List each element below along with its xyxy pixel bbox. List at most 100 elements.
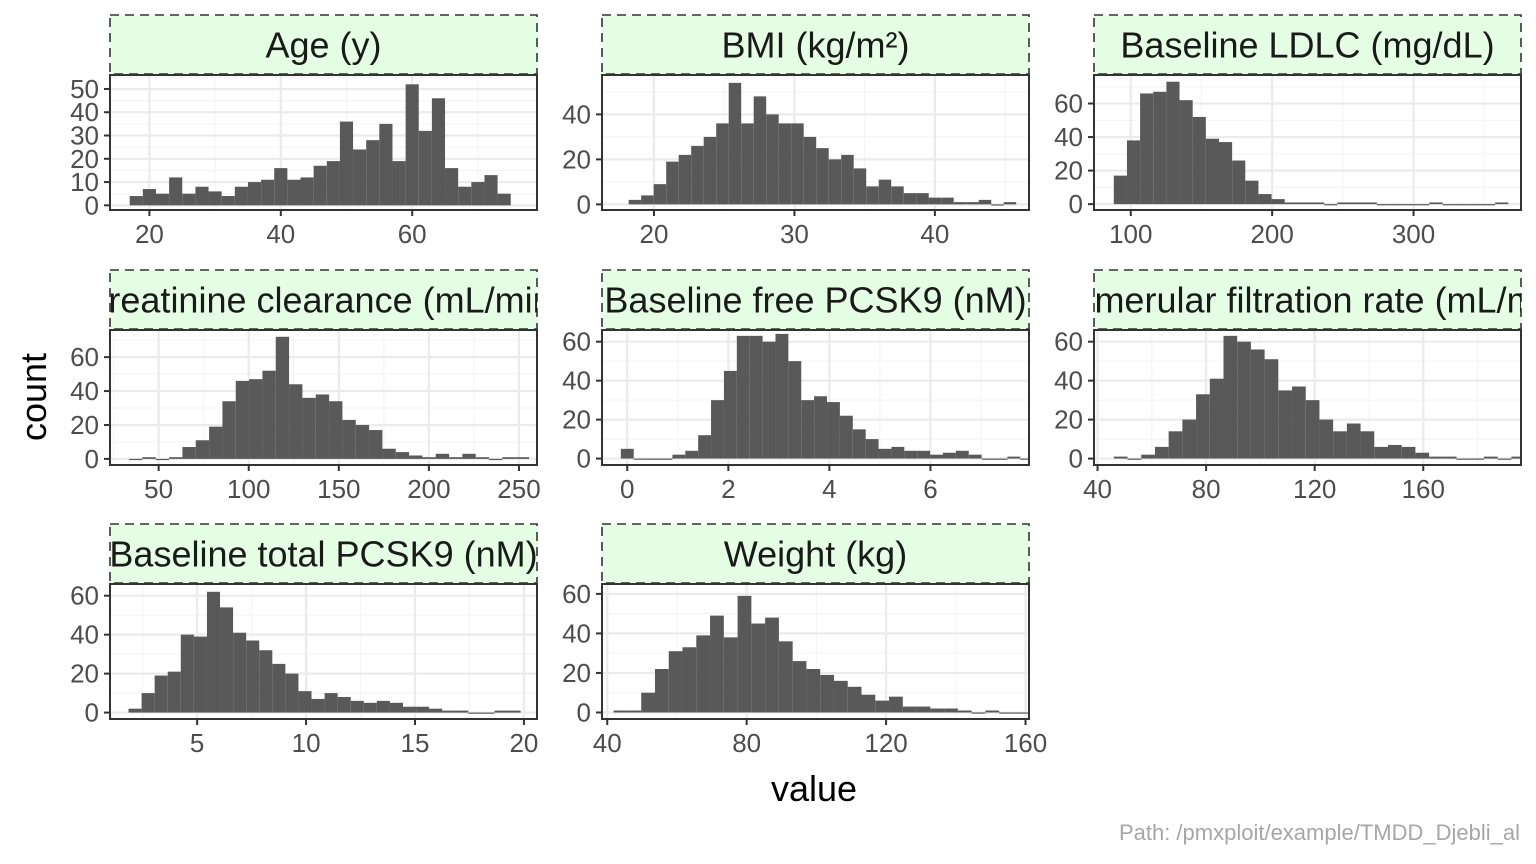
histogram-bar	[678, 154, 692, 205]
histogram-bar	[878, 179, 892, 205]
histogram-bar	[1003, 202, 1017, 205]
histogram-bar	[1168, 431, 1183, 459]
facet-panel-creatinine-clearance-ml-min: Creatinine clearance (mL/min)50 100 150 200…	[70, 269, 541, 504]
histogram-bar	[930, 708, 945, 713]
x-tick-label: 40	[266, 219, 295, 249]
histogram-bar	[221, 196, 235, 206]
histogram-bar	[751, 623, 766, 713]
x-tick-label: 150	[317, 474, 360, 504]
x-tick-label: 15	[401, 728, 430, 758]
y-tick-label: 0	[85, 444, 99, 474]
histogram-bar	[1140, 93, 1154, 205]
histogram-bar	[1126, 140, 1141, 205]
histogram-bar	[1470, 458, 1484, 460]
histogram-bar	[128, 708, 142, 713]
y-tick-label: 40	[562, 366, 591, 396]
histogram-bar	[853, 168, 867, 205]
histogram-bar	[1192, 116, 1206, 205]
histogram-bar	[736, 335, 750, 459]
histogram-bar	[262, 370, 276, 459]
histogram-bar	[891, 446, 905, 459]
histogram-bar	[941, 197, 954, 205]
histogram-bar	[455, 710, 469, 713]
facet-title: BMI (kg/m²)	[722, 25, 910, 66]
histogram-bar	[816, 148, 829, 205]
histogram-bar	[814, 396, 828, 459]
histogram-bar	[930, 454, 943, 459]
histogram-bar	[928, 197, 942, 205]
histogram-bar	[641, 692, 655, 713]
histogram-bar	[169, 177, 183, 206]
histogram-bar	[1350, 202, 1364, 205]
histogram-bar	[234, 186, 248, 206]
histogram-bar	[766, 114, 779, 205]
histogram-bar	[1153, 91, 1167, 205]
histogram-bar	[955, 450, 969, 459]
y-tick-label: 40	[70, 97, 99, 127]
histogram-bar	[966, 202, 979, 205]
histogram-bar	[195, 440, 210, 459]
histogram-bar	[195, 186, 209, 206]
histogram-bar	[1483, 456, 1498, 459]
x-tick-label: 4	[822, 474, 836, 504]
histogram-bar	[376, 700, 390, 713]
histogram-bar	[1468, 204, 1482, 206]
histogram-bars	[129, 84, 511, 206]
histogram-bar	[628, 199, 642, 205]
facet-strip	[109, 269, 538, 330]
histogram-bar	[903, 193, 917, 205]
histogram-bar	[917, 450, 931, 459]
histogram-bar	[659, 458, 673, 460]
histogram-bar	[682, 647, 697, 713]
histogram-bar	[405, 84, 419, 206]
facet-strip	[109, 14, 538, 75]
histogram-bar	[497, 193, 511, 206]
x-tick-label: 60	[398, 219, 427, 249]
histogram-bar	[1297, 202, 1312, 205]
histogram-bar	[646, 458, 660, 460]
histogram-bar	[475, 457, 490, 459]
histogram-bar	[449, 457, 463, 459]
histogram-bar	[311, 698, 325, 713]
panel-border	[109, 329, 538, 466]
histogram-bar	[302, 397, 316, 459]
facet-panel-baseline-total-pcsk9-nm: Baseline total PCSK9 (nM) 5 10 15 20 0 20 40 60	[70, 523, 538, 758]
facet-strip	[601, 269, 1030, 330]
histogram-bar	[1223, 335, 1238, 459]
histogram-bar	[1319, 419, 1334, 459]
histogram-bar	[691, 145, 704, 205]
histogram-bar	[249, 379, 263, 459]
x-tick-label: 300	[1392, 219, 1435, 249]
histogram-bar	[833, 680, 848, 713]
histogram-bar	[154, 675, 168, 713]
x-tick-label: 50	[144, 474, 173, 504]
histogram-bar	[801, 400, 815, 459]
histogram-bars	[128, 591, 521, 714]
histogram-bar	[209, 426, 223, 459]
histogram-bar	[994, 458, 1008, 460]
histogram-bar	[129, 458, 143, 461]
histogram-bar	[1389, 204, 1404, 206]
histogram-bar	[193, 636, 207, 713]
histogram-bar	[389, 702, 404, 713]
histogram-bar	[1209, 378, 1224, 459]
histogram-bar	[261, 179, 275, 206]
facet-title: Weight (kg)	[724, 534, 907, 575]
histogram-bar	[1012, 712, 1027, 714]
histogram-bar	[775, 333, 789, 459]
histogram-bar	[1305, 400, 1320, 459]
histogram-bar	[778, 641, 793, 713]
y-tick-label: 0	[577, 189, 591, 219]
histogram-bar	[1154, 446, 1169, 459]
histogram-bar	[723, 637, 738, 713]
histogram-bar	[366, 140, 380, 206]
histogram-bar	[382, 448, 396, 459]
histogram-bar	[654, 668, 669, 713]
panel-border	[601, 583, 1030, 720]
histogram-bar	[1245, 180, 1259, 205]
histogram-bar	[502, 457, 516, 459]
histogram-bar	[167, 671, 181, 713]
histogram-bar	[1346, 423, 1361, 459]
y-tick-label: 0	[85, 190, 99, 220]
facet-title: Baseline total PCSK9 (nM)	[109, 534, 537, 575]
